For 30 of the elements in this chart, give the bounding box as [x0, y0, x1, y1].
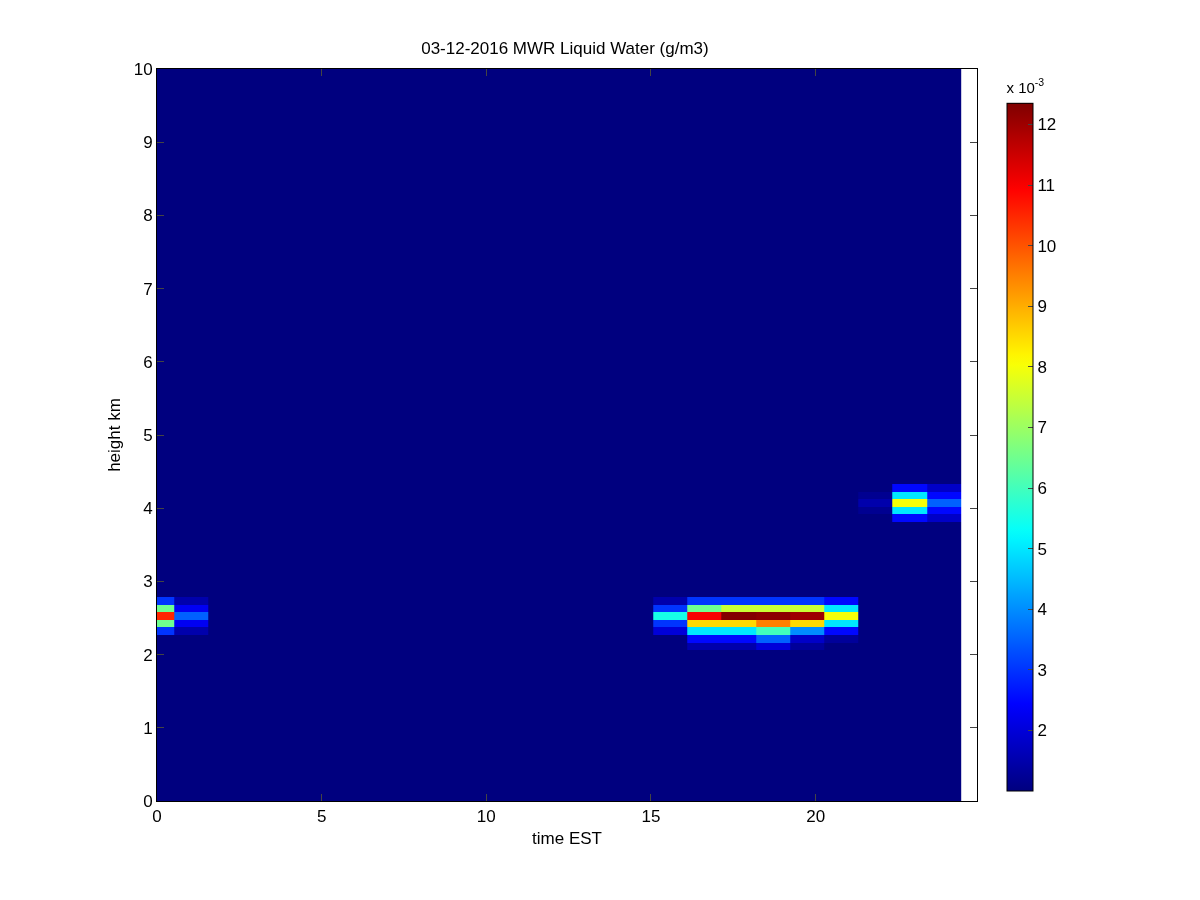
y-tick-label: 8: [143, 206, 153, 226]
y-tick-label: 9: [143, 133, 153, 153]
color-bar-label: 3: [1037, 660, 1047, 680]
color-bar-label: 2: [1037, 721, 1047, 741]
y-tick-label: 10: [133, 59, 153, 79]
color-bar-label: 4: [1037, 600, 1047, 620]
y-tick-label: 1: [143, 718, 153, 738]
y-tick-label: 0: [143, 791, 153, 811]
color-bar-label: 8: [1037, 357, 1047, 377]
x-tick-label: 15: [641, 807, 661, 827]
x-axis-title: time EST: [532, 828, 602, 848]
y-tick-label: 7: [143, 279, 153, 299]
color-bar-label: 9: [1037, 297, 1047, 317]
color-bar-label: 11: [1037, 176, 1056, 196]
y-tick-label: 5: [143, 425, 153, 445]
color-bar-label: 6: [1037, 479, 1047, 498]
color-bar-title: x 10$^{-3}$: [1006, 76, 1045, 96]
y-tick-label: 3: [143, 572, 153, 592]
y-tick-label: 2: [143, 645, 153, 665]
x-tick-label: 5: [316, 807, 327, 827]
chart-title: 03-12-2016 MWR Liquid Water (g/m3): [421, 38, 709, 58]
x-tick-label: 10: [476, 807, 496, 827]
y-tick-label: 4: [143, 499, 153, 519]
color-bar-label: 12: [1037, 115, 1057, 135]
x-tick-label: 20: [806, 807, 826, 827]
y-axis-title: height km: [105, 398, 125, 472]
color-bar-label: 10: [1037, 236, 1057, 256]
y-tick-label: 6: [143, 352, 153, 372]
color-bar-label: 5: [1037, 539, 1047, 559]
color-bar-label: 7: [1037, 418, 1047, 438]
